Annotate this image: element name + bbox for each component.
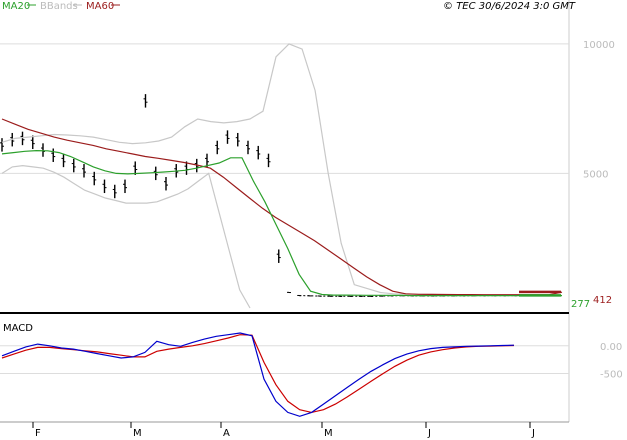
price-bar (276, 249, 281, 263)
price-bar (235, 132, 240, 147)
price-bar (123, 179, 127, 194)
legend-bbands-label: BBands (40, 1, 78, 12)
price-bar (92, 171, 97, 186)
axis-labels: 10000 5000 277 412 0.00 -500 F M A M J J (32, 40, 623, 439)
price-bar (143, 94, 148, 108)
x-tick-label-3: M (324, 428, 333, 439)
price-bar (225, 130, 230, 144)
last-value-marker-1 (519, 290, 561, 294)
price-bar (102, 179, 107, 194)
price-bar (287, 291, 291, 294)
legend: MA20 BBands MA60 (2, 1, 120, 12)
price-bar (153, 166, 158, 181)
price-bar (205, 153, 209, 168)
price-bar (51, 148, 56, 162)
price-bar (71, 158, 76, 173)
price-bar (20, 131, 25, 146)
x-tick-label-0: F (35, 428, 41, 439)
macd-title: MACD (3, 323, 33, 334)
price-bar (266, 153, 271, 168)
y-tick-label-1: 5000 (583, 169, 608, 180)
last-value-label-1: 412 (593, 295, 612, 306)
price-bar (112, 184, 117, 199)
price-bar (164, 176, 168, 191)
price-bar (0, 138, 4, 152)
price-bar (133, 161, 138, 175)
indicator-lines (1, 43, 563, 309)
macd-tick-label-0: 0.00 (600, 342, 622, 353)
price-bar (61, 153, 66, 168)
bbands-lower-line (1, 164, 251, 309)
ma20-line (1, 149, 562, 297)
ma60-line (1, 118, 563, 296)
price-bar (256, 145, 261, 160)
x-tick-label-4: J (427, 428, 431, 439)
y-tick-label-0: 10000 (583, 40, 615, 51)
legend-ma20-label: MA20 (2, 1, 30, 12)
x-tick-label-1: M (133, 428, 142, 439)
x-tick-label-2: A (223, 428, 230, 439)
price-panel (0, 0, 569, 312)
macd-signal-line (1, 334, 515, 414)
price-bar (30, 135, 35, 150)
price-bar (246, 140, 250, 155)
macd-panel (1, 332, 515, 417)
macd-line (1, 332, 515, 417)
source-timestamp: © TEC 30/6/2024 3:0 GMT (443, 1, 576, 12)
macd-tick-label-1: -500 (600, 370, 623, 381)
price-bar (82, 164, 86, 178)
last-value-marker-0 (519, 294, 561, 297)
last-value-label-0: 277 (571, 299, 590, 310)
legend-ma60-label: MA60 (86, 1, 114, 12)
price-bar (215, 140, 220, 155)
x-tick-label-5: J (531, 428, 535, 439)
price-bar (41, 143, 45, 157)
